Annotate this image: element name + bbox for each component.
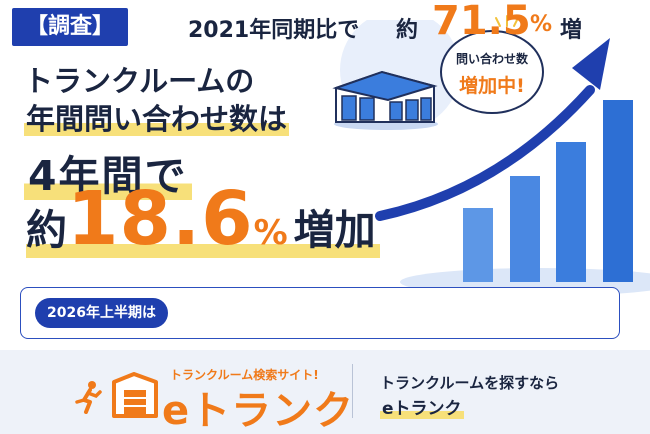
footer-band	[0, 350, 650, 434]
increase-suffix: 増加	[293, 206, 376, 254]
increase-prefix: 約	[26, 206, 67, 254]
info-suffix: 増	[560, 18, 583, 43]
increase-number: 18.6	[67, 176, 254, 262]
bubble-line1: 問い合わせ数	[455, 52, 528, 66]
period-pill: 2026年上半期は	[35, 298, 168, 328]
headline-line2: 年間問い合わせ数は	[24, 102, 290, 136]
info-box: 2026年上半期は	[20, 287, 620, 339]
logo-tagline: トランクルーム検索サイト!	[170, 368, 319, 382]
bar-2	[510, 176, 540, 282]
survey-tag: 【調査】	[12, 8, 129, 46]
bar-3	[556, 142, 586, 282]
logo-mark-icon	[112, 372, 158, 418]
bubble-line2: 増加中!	[459, 75, 525, 97]
bar-4	[603, 100, 633, 282]
bar-1	[463, 208, 493, 282]
footer-divider	[352, 364, 353, 418]
info-prefix: 約	[396, 18, 419, 43]
headline-line1: トランクルームの	[24, 64, 255, 98]
sparkle-icon	[495, 15, 519, 27]
increase-percent: %	[253, 213, 288, 253]
warehouse-icon	[332, 70, 438, 130]
headline-increase: 約18.6% 増加	[26, 176, 380, 272]
footer-cta-line2: eトランク	[380, 399, 464, 419]
headline-line3: 4年間で	[24, 142, 192, 202]
speech-bubble: 問い合わせ数 増加中!	[440, 30, 544, 114]
footer-cta-line1: トランクルームを探すなら	[380, 374, 560, 392]
arrow-up-icon	[375, 85, 595, 221]
info-percent: %	[530, 12, 553, 37]
info-comparison: 2021年同期比で	[188, 18, 360, 43]
info-number: 71.5	[432, 0, 531, 44]
runner-icon	[75, 381, 102, 414]
logo-wordmark: eトランク	[162, 388, 355, 434]
